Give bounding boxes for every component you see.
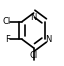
Text: Cl: Cl xyxy=(30,51,38,60)
Text: F: F xyxy=(6,35,10,44)
Text: N: N xyxy=(30,13,37,22)
Text: Cl: Cl xyxy=(2,17,10,26)
Text: N: N xyxy=(45,35,52,44)
